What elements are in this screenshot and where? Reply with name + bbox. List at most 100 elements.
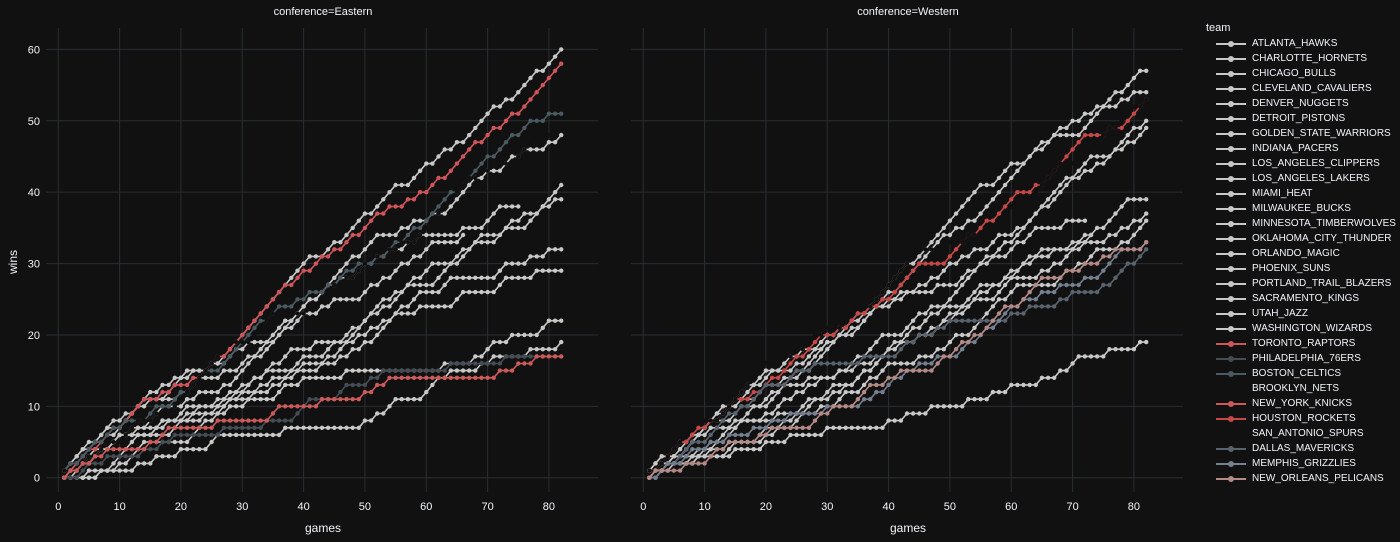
data-point xyxy=(233,347,239,352)
data-point xyxy=(904,261,910,266)
data-point xyxy=(941,325,946,330)
data-point xyxy=(708,439,713,445)
data-point xyxy=(246,354,251,359)
data-point xyxy=(430,182,435,188)
legend-label: UTAH_JAZZ xyxy=(1252,308,1308,319)
data-point xyxy=(203,425,208,430)
legend-item-los-angeles-clippers[interactable]: LOS_ANGELES_CLIPPERS xyxy=(1206,156,1396,171)
legend-item-portland-trail-blazers[interactable]: PORTLAND_TRAIL_BLAZERS xyxy=(1206,276,1396,291)
data-point xyxy=(996,297,1002,302)
data-point xyxy=(123,432,128,438)
data-point xyxy=(313,339,319,345)
data-point xyxy=(203,368,208,373)
data-point xyxy=(399,289,404,295)
legend-item-dallas-mavericks[interactable]: DALLAS_MAVERICKS xyxy=(1206,441,1396,456)
data-point xyxy=(1070,289,1075,295)
data-point xyxy=(1101,132,1106,138)
legend-item-denver-nuggets[interactable]: DENVER_NUGGETS xyxy=(1206,96,1396,111)
legend-label: MILWAUKEE_BUCKS xyxy=(1252,203,1351,214)
data-point xyxy=(92,447,98,452)
data-point xyxy=(1137,132,1143,138)
data-point xyxy=(203,432,208,438)
data-point xyxy=(283,382,288,388)
data-point xyxy=(135,461,141,466)
data-point xyxy=(917,289,922,295)
data-point xyxy=(1021,275,1026,280)
data-point xyxy=(745,447,750,452)
data-point xyxy=(1002,318,1008,323)
legend-item-cleveland-cavaliers[interactable]: CLEVELAND_CAVALIERS xyxy=(1206,81,1396,96)
data-point xyxy=(473,140,478,145)
legend-item-minnesota-timberwolves[interactable]: MINNESOTA_TIMBERWOLVES xyxy=(1206,216,1396,231)
legend-item-detroit-pistons[interactable]: DETROIT_PISTONS xyxy=(1206,111,1396,126)
data-point xyxy=(203,404,208,409)
data-point xyxy=(843,389,848,395)
data-point xyxy=(332,397,337,402)
legend-item-charlotte-hornets[interactable]: CHARLOTTE_HORNETS xyxy=(1206,51,1396,66)
data-point xyxy=(788,361,793,366)
legend-item-golden-state-warriors[interactable]: GOLDEN_STATE_WARRIORS xyxy=(1206,126,1396,141)
data-point xyxy=(1076,140,1081,145)
legend-item-san-antonio-spurs[interactable]: SAN_ANTONIO_SPURS xyxy=(1206,426,1396,441)
legend-item-memphis-grizzlies[interactable]: MEMPHIS_GRIZZLIES xyxy=(1206,456,1396,471)
legend-item-washington-wizards[interactable]: WASHINGTON_WIZARDS xyxy=(1206,321,1396,336)
data-point xyxy=(1131,232,1137,238)
data-point xyxy=(258,425,263,430)
legend-item-atlanta-hawks[interactable]: ATLANTA_HAWKS xyxy=(1206,36,1396,51)
legend-item-brooklyn-nets[interactable]: BROOKLYN_NETS xyxy=(1206,381,1396,396)
data-point xyxy=(405,304,411,309)
legend-item-indiana-pacers[interactable]: INDIANA_PACERS xyxy=(1206,141,1396,156)
legend-item-phoenix-suns[interactable]: PHOENIX_SUNS xyxy=(1206,261,1396,276)
data-point xyxy=(751,425,756,430)
data-point xyxy=(800,432,805,438)
data-point xyxy=(325,375,331,380)
data-point xyxy=(794,361,799,366)
data-point xyxy=(387,404,392,409)
data-point xyxy=(929,354,934,359)
data-point xyxy=(350,382,355,388)
data-point xyxy=(861,397,867,402)
data-point xyxy=(509,332,515,338)
data-point xyxy=(1088,289,1094,295)
data-point xyxy=(739,389,744,395)
legend-item-utah-jazz[interactable]: UTAH_JAZZ xyxy=(1206,306,1396,321)
data-point xyxy=(160,454,165,459)
data-point xyxy=(935,325,940,330)
data-point xyxy=(399,311,404,316)
data-point xyxy=(393,397,398,402)
data-point xyxy=(295,275,300,280)
data-point xyxy=(258,432,263,438)
data-point xyxy=(1082,240,1088,245)
legend-item-toronto-raptors[interactable]: TORONTO_RAPTORS xyxy=(1206,336,1396,351)
data-point xyxy=(559,125,564,131)
data-point xyxy=(546,204,552,209)
data-point xyxy=(264,418,269,423)
legend-item-new-york-knicks[interactable]: NEW_YORK_KNICKS xyxy=(1206,396,1396,411)
data-point xyxy=(117,468,122,473)
data-point xyxy=(424,247,429,252)
legend-item-los-angeles-lakers[interactable]: LOS_ANGELES_LAKERS xyxy=(1206,171,1396,186)
legend-item-philadelphia-76ers[interactable]: PHILADELPHIA_76ERS xyxy=(1206,351,1396,366)
legend-item-orlando-magic[interactable]: ORLANDO_MAGIC xyxy=(1206,246,1396,261)
legend-item-sacramento-kings[interactable]: SACRAMENTO_KINGS xyxy=(1206,291,1396,306)
data-point xyxy=(221,347,227,352)
data-point xyxy=(362,211,368,216)
legend-item-boston-celtics[interactable]: BOSTON_CELTICS xyxy=(1206,366,1396,381)
legend-item-houston-rockets[interactable]: HOUSTON_ROCKETS xyxy=(1206,411,1396,426)
data-point xyxy=(898,361,904,366)
data-point xyxy=(1002,204,1008,209)
data-point xyxy=(929,368,934,373)
data-point xyxy=(166,418,171,423)
legend-item-milwaukee-bucks[interactable]: MILWAUKEE_BUCKS xyxy=(1206,201,1396,216)
legend-item-new-orleans-pelicans[interactable]: NEW_ORLEANS_PELICANS xyxy=(1206,471,1396,486)
data-point xyxy=(479,168,484,173)
data-point xyxy=(733,418,738,423)
legend-item-oklahoma-city-thunder[interactable]: OKLAHOMA_CITY_THUNDER xyxy=(1206,231,1396,246)
data-point xyxy=(387,375,392,380)
data-point xyxy=(350,339,355,345)
data-point xyxy=(319,304,325,309)
data-point xyxy=(684,447,689,452)
data-point xyxy=(246,418,251,423)
legend-item-chicago-bulls[interactable]: CHICAGO_BULLS xyxy=(1206,66,1396,81)
legend-item-miami-heat[interactable]: MIAMI_HEAT xyxy=(1206,186,1396,201)
